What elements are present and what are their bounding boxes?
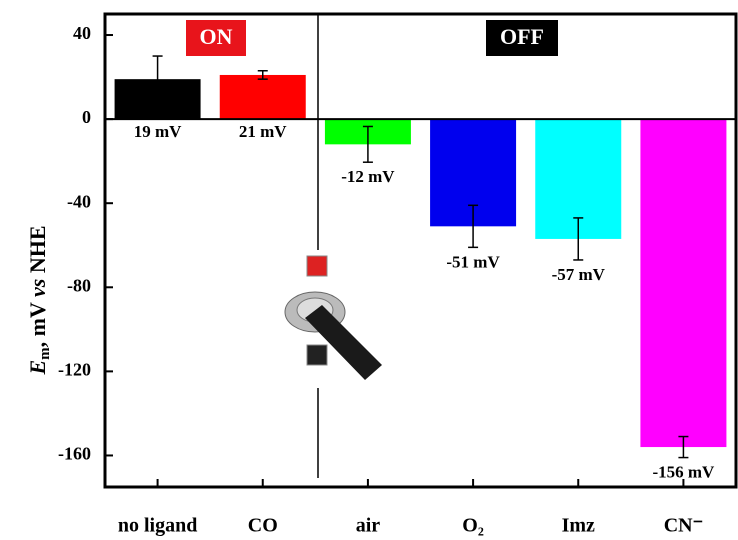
y-axis-label: Em, mV vs NHE [25, 225, 53, 375]
y-label-part: m [37, 347, 53, 360]
y-label-part: E [25, 360, 50, 376]
x-tick-label: CO [248, 515, 278, 537]
x-tick-label: Imz [562, 515, 595, 537]
on-label: ON [200, 24, 233, 49]
x-tick-label: CN⁻ [664, 515, 703, 537]
y-tick-label: 0 [82, 107, 91, 127]
value-label: 19 mV [134, 122, 182, 141]
off-label: OFF [500, 24, 544, 49]
value-label: -12 mV [341, 167, 395, 186]
y-tick-label: -40 [67, 191, 91, 211]
bar [640, 119, 727, 448]
value-label: -51 mV [446, 252, 500, 271]
y-tick-label: -120 [58, 360, 91, 380]
off-box [486, 20, 558, 56]
bar [219, 74, 306, 120]
plot-frame [103, 12, 738, 489]
y-label-part: NHE [25, 225, 50, 278]
y-tick-label: -80 [67, 275, 91, 295]
value-label: 21 mV [239, 122, 287, 141]
x-tick-label: air [356, 515, 381, 537]
value-label: -57 mV [552, 265, 606, 284]
y-label-part: vs [25, 279, 50, 297]
y-tick-label: -160 [58, 444, 91, 464]
x-tick-label: no ligand [118, 515, 197, 537]
on-box [186, 20, 246, 56]
x-tick-label: O₂ [462, 515, 484, 537]
switch-icon [284, 255, 382, 380]
value-label: -156 mV [652, 462, 715, 481]
y-tick-label: 40 [73, 23, 91, 43]
y-label-part: , mV [25, 297, 50, 347]
